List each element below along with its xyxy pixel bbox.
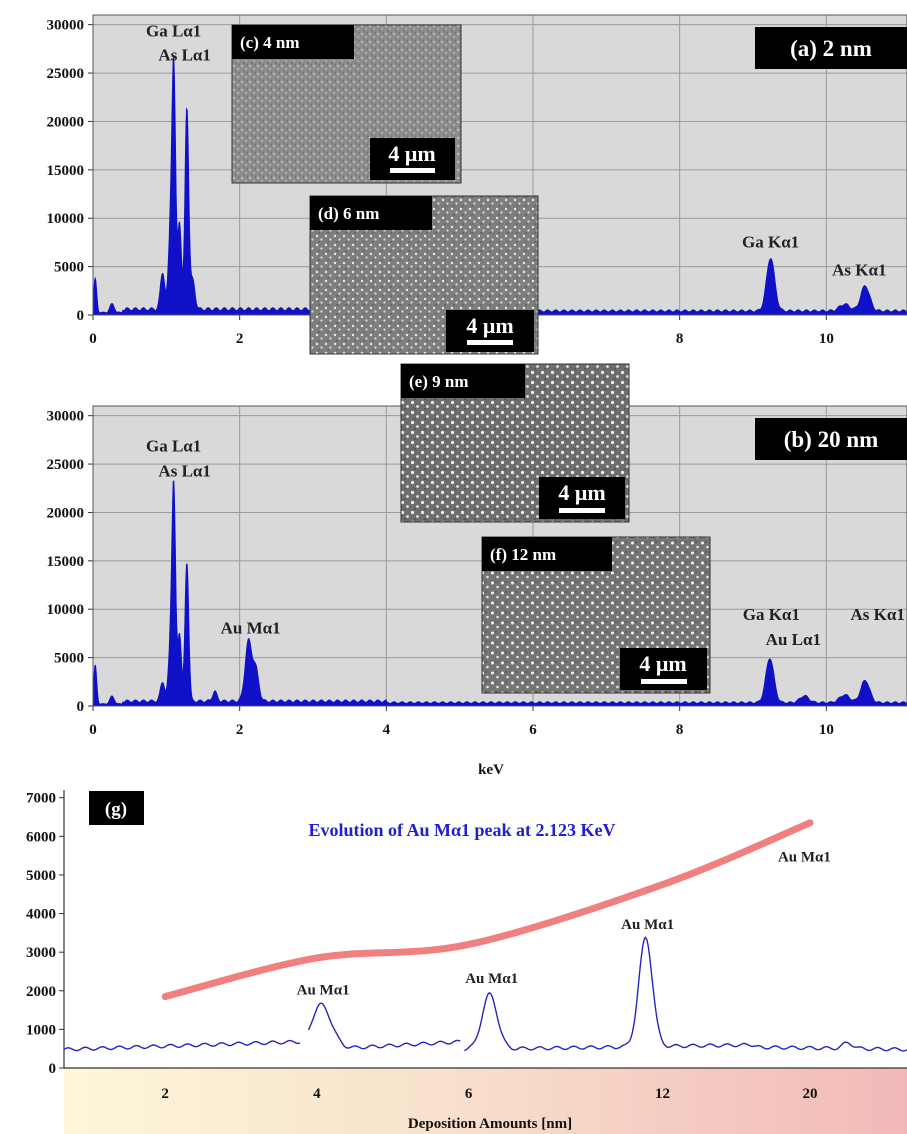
panel-b-label: (b) 20 nm bbox=[784, 427, 879, 452]
category-label: 2 bbox=[161, 1086, 169, 1102]
y-tick-label: 0 bbox=[77, 308, 85, 324]
panel-g-trend-curve bbox=[161, 819, 814, 1001]
spectrum-segment bbox=[307, 1002, 461, 1050]
y-tick-label: 3000 bbox=[26, 945, 56, 961]
y-tick-label: 15000 bbox=[47, 163, 85, 179]
x-tick-label: 4 bbox=[383, 722, 391, 738]
panel-b-label-badge bbox=[755, 418, 907, 460]
sem-inset-c-scalebar bbox=[390, 168, 435, 173]
y-tick-label: 6000 bbox=[26, 829, 56, 845]
x-tick-label: 2 bbox=[236, 331, 244, 347]
peak-label: Au Mα1 bbox=[465, 971, 518, 987]
sem-inset-f-scalebar bbox=[641, 679, 687, 684]
y-tick-label: 15000 bbox=[47, 554, 85, 570]
peak-label: As Lα1 bbox=[158, 462, 210, 481]
sem-inset-d: (d) 6 nm 4 μm bbox=[309, 195, 539, 355]
y-tick-label: 5000 bbox=[54, 651, 84, 667]
y-tick-label: 2000 bbox=[26, 984, 56, 1000]
sem-inset-c-scalebar-text: 4 μm bbox=[388, 141, 435, 166]
panel-g-label: (g) bbox=[105, 799, 127, 820]
y-tick-label: 0 bbox=[77, 699, 85, 715]
peak-label: Au Mα1 bbox=[621, 917, 674, 933]
sem-inset-c: (c) 4 nm 4 μm bbox=[231, 24, 462, 184]
category-label: 4 bbox=[313, 1086, 321, 1102]
sem-inset-e: (e) 9 nm 4 μm bbox=[400, 363, 630, 523]
sem-inset-e-scalebar bbox=[559, 508, 605, 513]
x-tick-label: 10 bbox=[819, 331, 834, 347]
y-tick-label: 30000 bbox=[47, 18, 85, 34]
panel-b-peak-labels: Ga Lα1 As Lα1 Au Mα1 Ga Kα1 Au Lα1 As Kα1 bbox=[146, 436, 905, 649]
y-tick-label: 25000 bbox=[47, 66, 85, 82]
sem-inset-d-scalebar-text: 4 μm bbox=[466, 313, 513, 338]
panel-a-label: (a) 2 nm bbox=[790, 36, 872, 61]
peak-label: Ga Kα1 bbox=[743, 605, 800, 624]
panel-b-spectrum-line bbox=[92, 480, 907, 707]
x-tick-label: 8 bbox=[676, 722, 684, 738]
sem-inset-e-scalebar-text: 4 μm bbox=[558, 480, 605, 505]
y-tick-label: 5000 bbox=[26, 868, 56, 884]
y-tick-label: 30000 bbox=[47, 409, 85, 425]
peak-label: As Kα1 bbox=[850, 605, 904, 624]
peak-label: Ga Kα1 bbox=[742, 232, 799, 251]
panel-g-spectra bbox=[63, 936, 907, 1052]
peak-label: Au Mα1 bbox=[297, 983, 350, 999]
panel-g-y-ticks: 0 1000 2000 3000 4000 5000 6000 7000 bbox=[26, 791, 64, 1077]
panel-b-x-axis-label: keV bbox=[478, 762, 504, 778]
panel-g-x-axis-label: Deposition Amounts [nm] bbox=[408, 1116, 572, 1132]
spectrum-segment bbox=[63, 1039, 301, 1052]
panel-b-x-ticks: 0 2 4 6 8 10 bbox=[89, 706, 834, 738]
y-tick-label: 20000 bbox=[47, 505, 85, 521]
panel-b-y-ticks: 0 5000 10000 15000 20000 25000 30000 bbox=[47, 409, 93, 715]
sem-inset-d-scalebar bbox=[467, 340, 513, 345]
peak-label: Au Lα1 bbox=[766, 630, 821, 649]
peak-label: As Lα1 bbox=[158, 45, 210, 64]
x-tick-label: 2 bbox=[236, 722, 244, 738]
panel-a-y-ticks: 0 5000 10000 15000 20000 25000 30000 bbox=[47, 18, 93, 324]
y-tick-label: 7000 bbox=[26, 791, 56, 807]
y-tick-label: 0 bbox=[49, 1061, 57, 1077]
y-tick-label: 5000 bbox=[54, 260, 84, 276]
y-tick-label: 10000 bbox=[47, 602, 85, 618]
y-tick-label: 20000 bbox=[47, 114, 85, 130]
sem-inset-f-scalebar-text: 4 μm bbox=[639, 651, 686, 676]
sem-inset-d-label: (d) 6 nm bbox=[318, 204, 379, 223]
spectrum-segment bbox=[464, 936, 756, 1052]
y-tick-label: 1000 bbox=[26, 1022, 56, 1038]
peak-label: Ga Lα1 bbox=[146, 436, 201, 455]
panel-g-evolution-chart: 0 1000 2000 3000 4000 5000 6000 7000 2 4 6 12 20 Au… bbox=[26, 790, 907, 1134]
y-tick-label: 4000 bbox=[26, 907, 56, 923]
panel-g-category-band bbox=[64, 1068, 907, 1134]
spectrum-segment bbox=[754, 1041, 907, 1052]
x-tick-label: 8 bbox=[676, 331, 684, 347]
sem-inset-c-label: (c) 4 nm bbox=[240, 33, 299, 52]
panel-g-title: Evolution of Au Mα1 peak at 2.123 KeV bbox=[308, 820, 615, 840]
panel-g-peak-labels: Au Mα1 Au Mα1 Au Mα1 Au Mα1 bbox=[297, 849, 831, 998]
peak-label: Au Mα1 bbox=[221, 618, 281, 637]
x-tick-label: 0 bbox=[89, 722, 97, 738]
sem-inset-e-label: (e) 9 nm bbox=[409, 372, 468, 391]
peak-label: Au Mα1 bbox=[778, 849, 831, 865]
peak-label: As Kα1 bbox=[832, 260, 886, 279]
panel-g-categories: 2 4 6 12 20 bbox=[161, 1086, 817, 1102]
category-label: 6 bbox=[465, 1086, 473, 1102]
y-tick-label: 10000 bbox=[47, 211, 85, 227]
panel-a-label-badge bbox=[755, 27, 907, 69]
x-tick-label: 6 bbox=[529, 722, 537, 738]
panel-g-label-badge bbox=[89, 791, 144, 825]
category-label: 20 bbox=[803, 1086, 818, 1102]
sem-inset-f-label: (f) 12 nm bbox=[490, 545, 556, 564]
category-label: 12 bbox=[655, 1086, 670, 1102]
y-tick-label: 25000 bbox=[47, 457, 85, 473]
x-tick-label: 10 bbox=[819, 722, 834, 738]
panel-a-peak-labels: Ga Lα1 As Lα1 Ga Kα1 As Kα1 bbox=[146, 21, 887, 279]
x-tick-label: 0 bbox=[89, 331, 97, 347]
sem-inset-f: (f) 12 nm 4 μm bbox=[481, 536, 711, 694]
peak-label: Ga Lα1 bbox=[146, 21, 201, 40]
